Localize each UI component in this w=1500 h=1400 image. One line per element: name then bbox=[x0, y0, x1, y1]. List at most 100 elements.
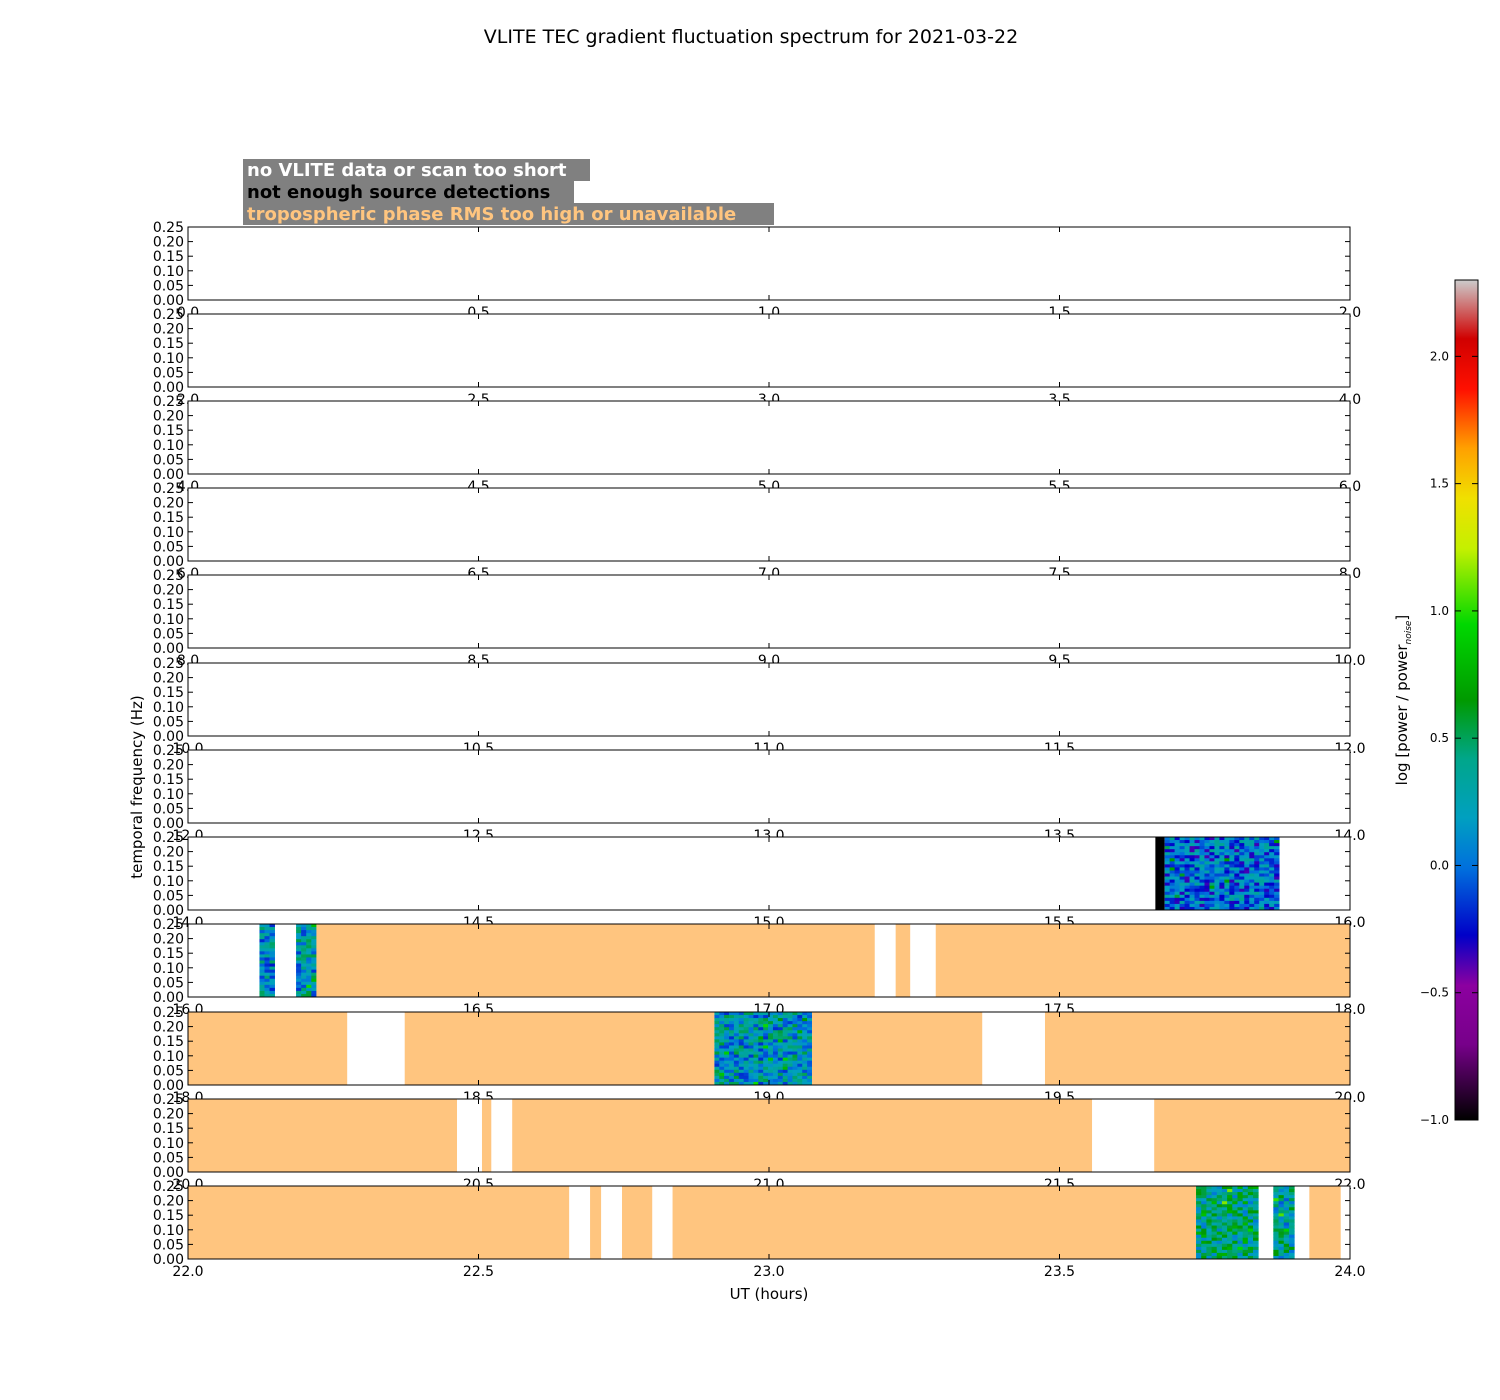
y-tick-label: 0.05 bbox=[153, 801, 184, 817]
spectrum-cell bbox=[1283, 1228, 1290, 1233]
spectrum-cell bbox=[1196, 1252, 1202, 1257]
spectrum-cell bbox=[296, 951, 302, 955]
spectrum-cell bbox=[1247, 1207, 1254, 1211]
spectrum-cell bbox=[1254, 903, 1260, 908]
spectrum-cell bbox=[1274, 885, 1280, 890]
spectrum-cell bbox=[1249, 867, 1255, 871]
spectrum-cell bbox=[748, 1078, 754, 1083]
spectrum-cell bbox=[259, 984, 265, 989]
spectrum-cell bbox=[1196, 1204, 1202, 1208]
spectrum-cell bbox=[1244, 870, 1250, 874]
spectrum-cell bbox=[787, 1048, 793, 1052]
spectrum-cell bbox=[1254, 864, 1260, 868]
spectrum-cell bbox=[1169, 882, 1176, 887]
spectrum-cell bbox=[802, 1075, 808, 1080]
spectrum-cell bbox=[1247, 1222, 1254, 1226]
spectrum-cell bbox=[782, 1027, 788, 1031]
spectrum-cell bbox=[724, 1042, 730, 1046]
spectrum-cell bbox=[1219, 864, 1225, 868]
spectrum-cell bbox=[743, 1039, 749, 1043]
spectrum-cell bbox=[264, 975, 270, 980]
spectrum-cell bbox=[1199, 882, 1205, 887]
spectrum-cell bbox=[1259, 846, 1265, 850]
spectrum-cell bbox=[1242, 1189, 1249, 1193]
y-tick-label: 0.20 bbox=[153, 1194, 184, 1210]
y-tick-label: 0.25 bbox=[153, 656, 184, 672]
spectrum-cell bbox=[1249, 873, 1255, 877]
spectrum-cell bbox=[1216, 1213, 1223, 1217]
spectrum-cell bbox=[1254, 861, 1260, 865]
spectrum-cell bbox=[1219, 876, 1225, 880]
spectrum-cell bbox=[802, 1045, 808, 1049]
spectrum-cell bbox=[296, 930, 302, 934]
spectrum-cell bbox=[1232, 1210, 1238, 1214]
spectrum-cell bbox=[1249, 864, 1255, 868]
colorbar-tick-label: 2.0 bbox=[1430, 349, 1449, 363]
spectrum-cell bbox=[1227, 1219, 1233, 1223]
spectrum-cell bbox=[1216, 1240, 1223, 1245]
spectrum-cell bbox=[714, 1054, 720, 1059]
spectrum-cell bbox=[729, 1078, 735, 1083]
spectrum-cell bbox=[1264, 894, 1270, 899]
spectrum-cell bbox=[772, 1042, 779, 1046]
spectrum-cell bbox=[1249, 897, 1255, 902]
spectrum-cell bbox=[1196, 1246, 1202, 1251]
spectrum-cell bbox=[802, 1042, 808, 1046]
spectrum-cell bbox=[1219, 858, 1225, 862]
spectrum-cell bbox=[1179, 840, 1185, 844]
spectrum-cell bbox=[301, 948, 307, 952]
spectrum-cell bbox=[782, 1063, 788, 1068]
spectrum-cell bbox=[782, 1060, 788, 1065]
spectrum-cell bbox=[1184, 858, 1190, 862]
spectrum-cell bbox=[743, 1021, 749, 1025]
spectrum-cell bbox=[797, 1051, 803, 1055]
spectrum-cell bbox=[768, 1075, 774, 1080]
spectrum-cell bbox=[1242, 1213, 1249, 1217]
spectrum-cell bbox=[729, 1033, 735, 1037]
spectrum-cell bbox=[1221, 1189, 1228, 1193]
spectrum-cell bbox=[1283, 1243, 1290, 1248]
spectrum-cell bbox=[1179, 888, 1185, 893]
spectrum-cell bbox=[1189, 870, 1195, 874]
spectrum-cell bbox=[738, 1057, 745, 1062]
spectrum-cell bbox=[1184, 873, 1190, 877]
spectrum-cell bbox=[311, 933, 317, 937]
spectrum-cell bbox=[772, 1060, 779, 1065]
spectrum-cell bbox=[1283, 1225, 1290, 1229]
spectrum-cell bbox=[1274, 906, 1280, 911]
spectrum-cell bbox=[1247, 1255, 1254, 1260]
troposphere-segment bbox=[622, 1186, 653, 1259]
spectrum-cell bbox=[1227, 1237, 1233, 1242]
y-tick-label: 0.25 bbox=[153, 220, 184, 236]
spectrum-cell bbox=[259, 927, 265, 931]
spectrum-cell bbox=[1274, 840, 1280, 844]
spectrum-cell bbox=[1254, 882, 1260, 887]
spectrum-cell bbox=[1288, 1240, 1295, 1245]
spectrum-cell bbox=[807, 1054, 813, 1059]
spectrum-cell bbox=[1174, 876, 1180, 880]
spectrum-cell bbox=[1254, 894, 1260, 899]
y-tick-label: 0.00 bbox=[153, 1078, 184, 1094]
spectrum-cell bbox=[1259, 894, 1265, 899]
spectrum-cell bbox=[719, 1078, 725, 1083]
spectrum-cell bbox=[1253, 1186, 1259, 1190]
spectrum-cell bbox=[1247, 1246, 1254, 1251]
colorbar-tick-label: 0.5 bbox=[1430, 731, 1449, 745]
spectrum-cell bbox=[1184, 897, 1190, 902]
y-tick-label: 0.05 bbox=[153, 365, 184, 381]
spectrum-cell bbox=[1224, 906, 1230, 911]
spectrum-cell bbox=[1278, 1198, 1285, 1202]
spectrum-cell bbox=[719, 1021, 725, 1025]
spectrum-cell bbox=[1206, 1213, 1212, 1217]
spectrum-cell bbox=[1242, 1222, 1249, 1226]
spectrum-cell bbox=[743, 1051, 749, 1055]
spectrum-cell bbox=[1239, 837, 1245, 841]
spectrum-cell bbox=[743, 1069, 749, 1074]
spectrum-cell bbox=[1174, 897, 1180, 902]
y-tick-label: 0.10 bbox=[153, 1223, 184, 1239]
spectrum-cell bbox=[1239, 906, 1245, 911]
spectrum-cell bbox=[1184, 837, 1190, 841]
spectrum-cell bbox=[1211, 1243, 1218, 1248]
spectrum-cell bbox=[1214, 864, 1220, 868]
spectrum-cell bbox=[1194, 906, 1200, 911]
